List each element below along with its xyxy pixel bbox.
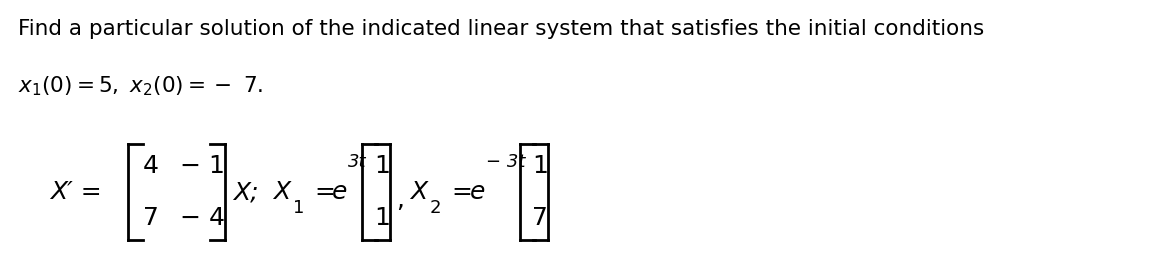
Text: e: e xyxy=(331,180,348,204)
Text: X′ =: X′ = xyxy=(50,180,101,204)
Text: 3t: 3t xyxy=(348,153,366,171)
Text: 4: 4 xyxy=(143,154,159,178)
Text: 7: 7 xyxy=(531,206,548,230)
Text: 1: 1 xyxy=(531,154,548,178)
Text: − 4: − 4 xyxy=(180,206,224,230)
Text: X;: X; xyxy=(233,180,258,204)
Text: Find a particular solution of the indicated linear system that satisfies the ini: Find a particular solution of the indica… xyxy=(17,19,984,39)
Text: ,: , xyxy=(395,188,404,212)
Text: =: = xyxy=(307,180,344,204)
Text: 2: 2 xyxy=(430,199,442,217)
Text: 7: 7 xyxy=(143,206,159,230)
Text: − 3t: − 3t xyxy=(486,153,526,171)
Text: 1: 1 xyxy=(374,154,390,178)
Text: X: X xyxy=(273,180,290,204)
Text: $x_1(0) = 5,\ x_2(0) = -\ 7.$: $x_1(0) = 5,\ x_2(0) = -\ 7.$ xyxy=(17,74,263,98)
Text: =: = xyxy=(444,180,480,204)
Text: − 1: − 1 xyxy=(180,154,224,178)
Text: 1: 1 xyxy=(374,206,390,230)
Text: X: X xyxy=(411,180,427,204)
Text: 1: 1 xyxy=(293,199,305,217)
Text: e: e xyxy=(470,180,485,204)
